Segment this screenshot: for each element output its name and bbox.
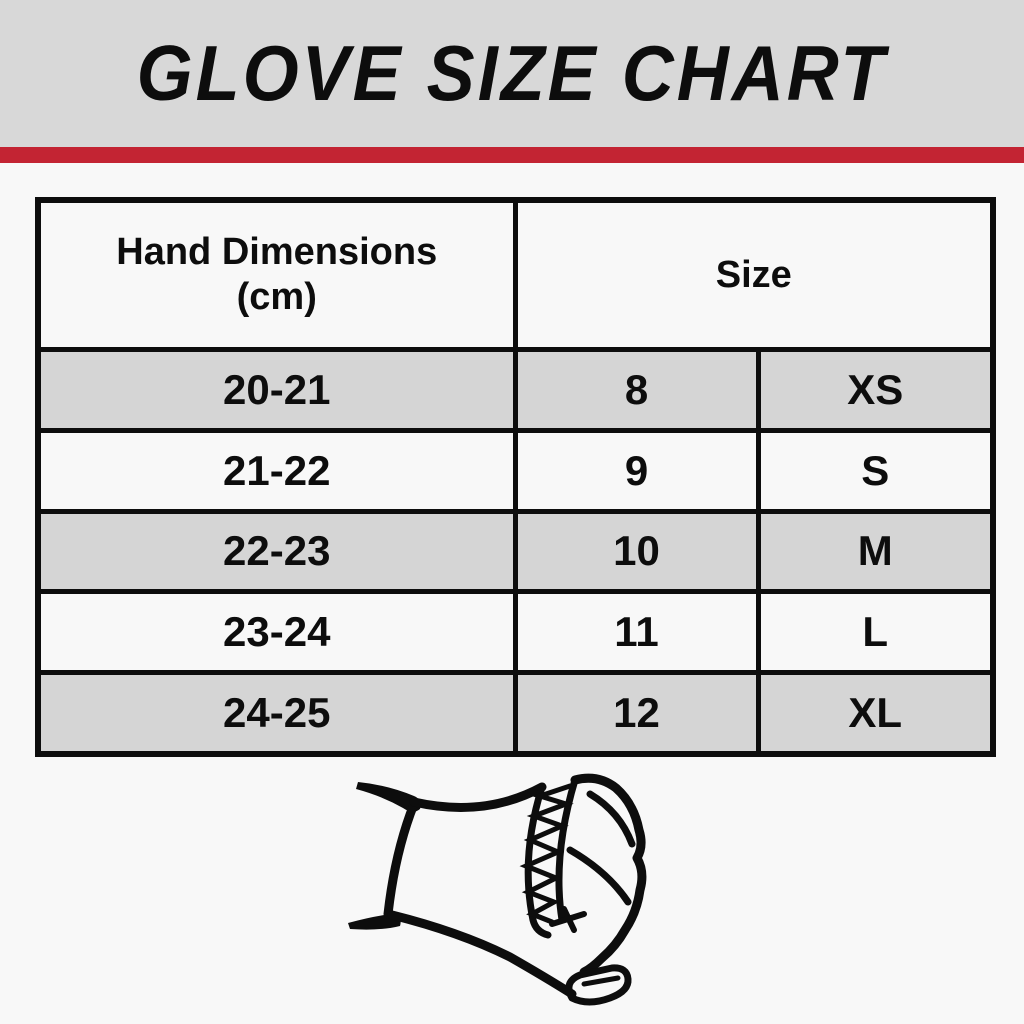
wrist-edge: [383, 799, 419, 919]
band-left-edge: [524, 783, 552, 939]
cell-size-number: 8: [512, 347, 761, 433]
thumb-outline: [565, 964, 632, 1006]
cell-size-letter: XS: [755, 347, 996, 433]
hand-top-edge: [409, 782, 547, 812]
table-row: 20-21 8 XS: [35, 347, 996, 433]
table-row: 21-22 9 S: [35, 427, 996, 514]
cell-size-letter: L: [755, 589, 996, 676]
table-row: 22-23 10 M: [35, 508, 996, 595]
cell-size-number: 10: [512, 508, 761, 595]
knuckle-outline: [570, 773, 647, 977]
header-hand-dimensions-line2: (cm): [236, 276, 317, 318]
gloved-fist-icon: [348, 773, 647, 1006]
cell-size-number: 9: [512, 427, 761, 514]
cell-dim: 20-21: [35, 347, 518, 433]
header-size: Size: [512, 197, 996, 353]
thumbnail-line: [581, 975, 621, 987]
finger-crease-2: [566, 846, 632, 906]
cell-dim: 22-23: [35, 508, 518, 595]
band-bottom-spikes: [549, 906, 587, 933]
title-banner: GLOVE SIZE CHART: [0, 0, 1024, 147]
table-header-row: Hand Dimensions (cm) Size: [35, 197, 996, 353]
cell-dim: 24-25: [35, 670, 518, 757]
glove-size-table: Hand Dimensions (cm) Size 20-21 8 XS 21-…: [35, 197, 997, 757]
table-row: 23-24 11 L: [35, 589, 996, 676]
band-zigzag: [519, 783, 574, 925]
cell-dim: 21-22: [35, 427, 518, 514]
red-divider-stripe: [0, 147, 1024, 163]
table-row: 24-25 12 XL: [35, 670, 996, 757]
hand-bottom-edge: [387, 910, 577, 999]
cell-size-number: 11: [512, 589, 761, 676]
cell-size-letter: XL: [755, 670, 996, 757]
page-title: GLOVE SIZE CHART: [136, 30, 888, 117]
cell-size-letter: M: [755, 508, 996, 595]
cuff-top-flick: [356, 782, 421, 812]
cell-size-number: 12: [512, 670, 761, 757]
cell-size-letter: S: [755, 427, 996, 514]
cell-dim: 23-24: [35, 589, 518, 676]
header-hand-dimensions: Hand Dimensions (cm): [35, 197, 518, 353]
header-hand-dimensions-line1: Hand Dimensions: [116, 231, 438, 274]
finger-crease-1: [586, 790, 636, 848]
